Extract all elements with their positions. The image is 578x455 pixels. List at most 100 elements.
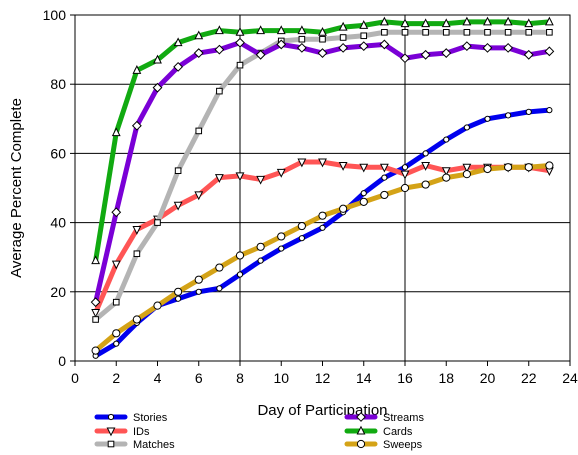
legend-item-sweeps: Sweeps [344, 439, 423, 451]
y-tick-label: 100 [43, 7, 67, 23]
x-axis: 0 2 4 6 8 10 12 14 16 18 20 22 24 [71, 361, 578, 386]
data-point [503, 16, 513, 26]
data-point [443, 136, 450, 143]
data-point [421, 162, 431, 171]
data-point [173, 201, 183, 211]
data-point [338, 162, 348, 171]
data-point [319, 224, 326, 231]
x-tick-label: 16 [397, 370, 413, 386]
data-point [173, 61, 184, 72]
data-point [153, 301, 162, 310]
data-point [381, 29, 388, 36]
data-point [276, 25, 286, 35]
data-point [421, 18, 431, 28]
data-point [276, 39, 287, 50]
y-tick-label: 80 [50, 76, 66, 92]
data-point [133, 250, 141, 258]
data-point [360, 32, 368, 40]
data-point [298, 235, 305, 242]
x-tick-label: 10 [273, 370, 289, 386]
data-point [379, 163, 389, 173]
data-point [441, 48, 452, 58]
data-point [441, 167, 451, 177]
series-sweeps [91, 161, 554, 355]
data-point [400, 183, 410, 193]
x-tick-label: 20 [480, 370, 496, 386]
data-point [463, 29, 471, 36]
data-point [111, 127, 121, 137]
data-point [318, 158, 327, 168]
data-point [174, 287, 183, 296]
data-point [400, 53, 410, 64]
data-point [546, 29, 553, 36]
data-point [106, 427, 116, 437]
legend-label: Matches [133, 439, 175, 451]
data-point [544, 46, 555, 57]
x-tick-label: 8 [236, 370, 244, 386]
data-point [420, 49, 431, 60]
series-line [93, 159, 552, 316]
data-point [175, 295, 182, 302]
data-point [441, 18, 451, 28]
data-point [194, 191, 204, 201]
data-point [113, 340, 120, 347]
data-point [111, 207, 122, 218]
data-point [356, 439, 366, 449]
x-tick-label: 24 [562, 370, 578, 386]
data-point [400, 170, 410, 180]
data-point [297, 25, 307, 35]
data-point [525, 108, 532, 115]
legend-item-matches: Matches [94, 439, 175, 451]
data-point [484, 115, 491, 122]
data-point [214, 174, 224, 183]
data-point [154, 219, 161, 226]
y-axis: 0 20 40 60 80 100 [43, 7, 75, 369]
data-point [317, 48, 328, 58]
x-tick-label: 6 [195, 370, 203, 386]
data-point [484, 29, 491, 36]
data-point [339, 34, 347, 41]
data-point [401, 29, 409, 36]
data-point [194, 30, 204, 40]
data-point [338, 21, 348, 31]
data-point [442, 29, 450, 36]
y-axis-title: Average Percent Complete [8, 98, 25, 278]
x-tick-label: 4 [154, 370, 162, 386]
series-stories [92, 107, 553, 359]
data-point [91, 255, 101, 265]
data-point [235, 172, 245, 182]
x-tick-label: 0 [71, 370, 79, 386]
data-point [256, 25, 266, 35]
data-point [524, 163, 533, 172]
legend-item-ids: IDs [94, 426, 150, 438]
data-point [356, 412, 366, 422]
data-point [523, 49, 534, 60]
data-point [195, 288, 202, 295]
data-point [298, 35, 306, 43]
data-point [277, 232, 286, 241]
data-point [462, 170, 471, 179]
data-point [461, 41, 472, 52]
data-point [503, 42, 514, 53]
data-point [132, 226, 142, 235]
y-tick-label: 40 [50, 215, 66, 231]
data-point [318, 26, 327, 36]
data-point [215, 263, 224, 272]
data-point [356, 425, 366, 435]
data-point [442, 173, 451, 182]
data-point [359, 197, 368, 206]
data-point [360, 190, 367, 197]
y-tick-label: 60 [50, 145, 66, 161]
data-point [132, 65, 142, 74]
data-point [216, 87, 223, 95]
data-point [380, 190, 389, 200]
data-point [462, 163, 472, 173]
data-point [462, 16, 472, 26]
series-line [93, 107, 552, 359]
x-tick-label: 12 [315, 370, 331, 386]
data-point [482, 42, 493, 53]
data-point [214, 44, 225, 55]
data-point [544, 16, 554, 26]
data-point [338, 42, 349, 53]
data-point [422, 150, 429, 157]
